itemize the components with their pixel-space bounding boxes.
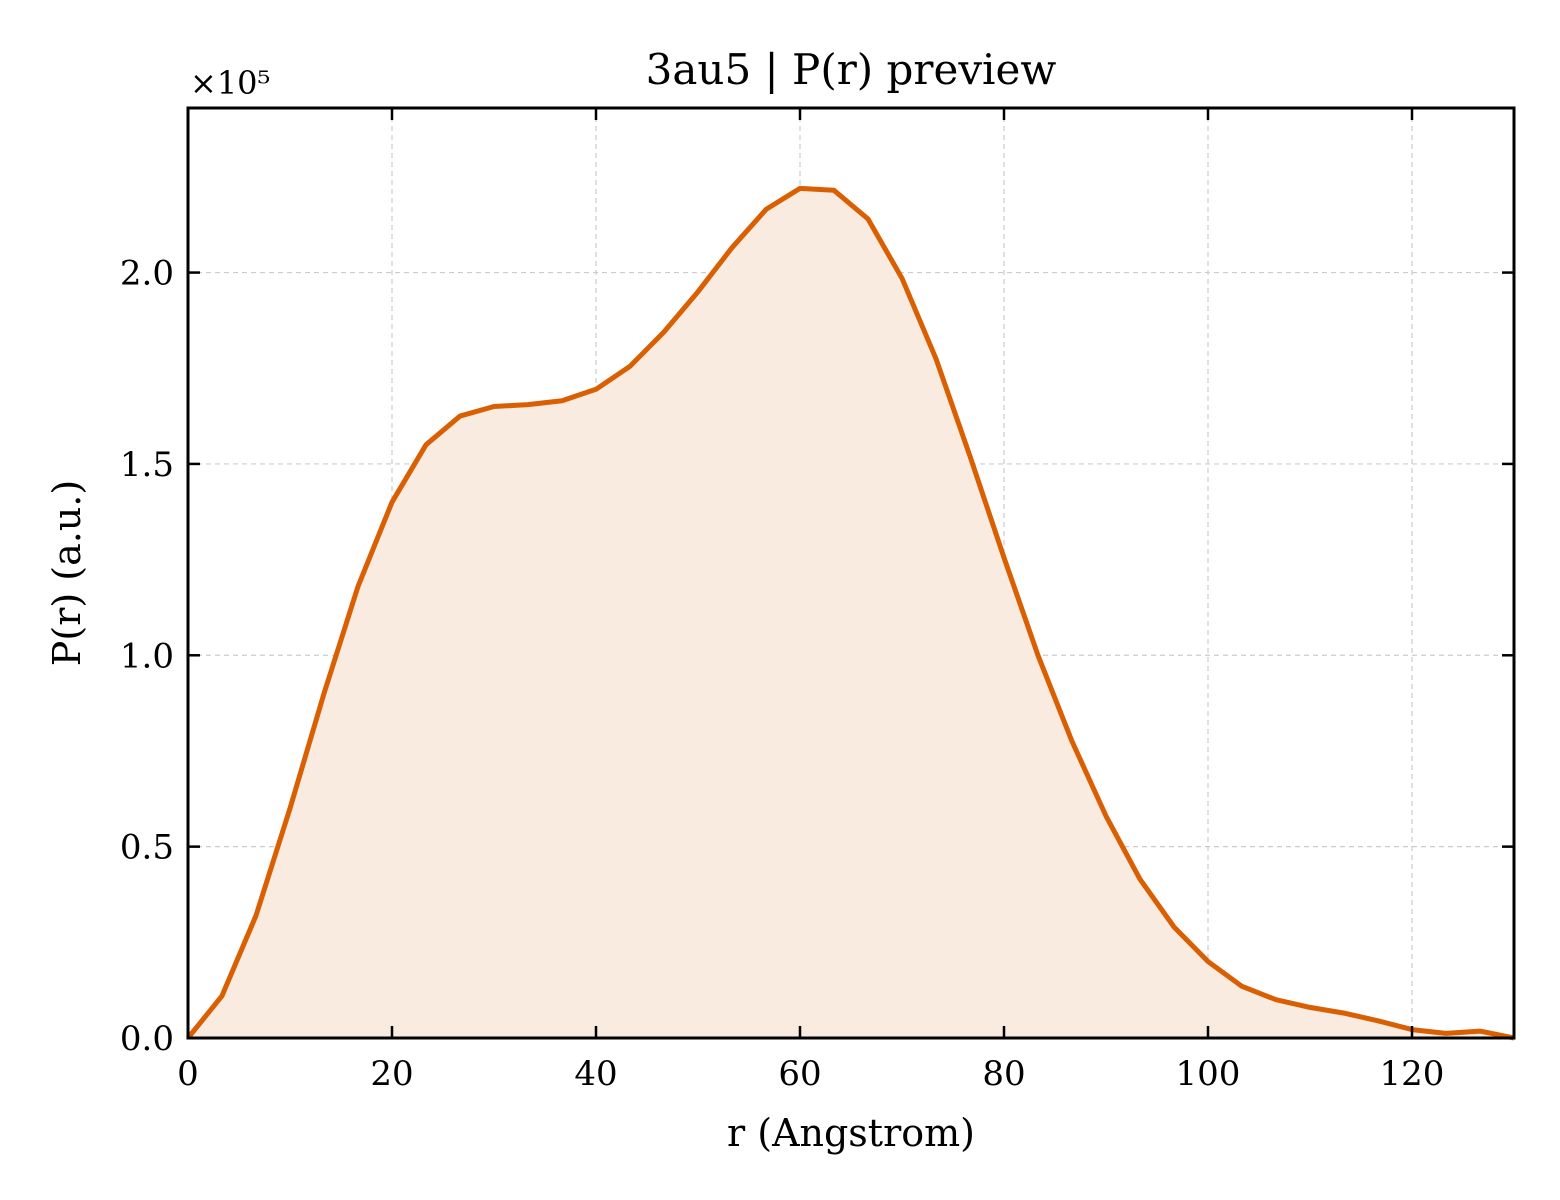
data-point	[390, 500, 395, 505]
pr-area-fill	[188, 188, 1514, 1038]
data-point	[1035, 653, 1040, 658]
x-tick-label: 60	[778, 1054, 821, 1094]
y-tick-label: 0.5	[120, 828, 174, 868]
x-tick-label: 40	[574, 1054, 617, 1094]
data-point	[1002, 555, 1007, 560]
data-point	[560, 398, 565, 403]
axis-ticks: 0 20 40 60 80 100 120 0.0 0.5 1.0 1.5 2.0	[120, 108, 1514, 1094]
x-tick-label: 0	[177, 1054, 199, 1094]
y-tick-label: 1.5	[120, 445, 174, 485]
y-tick-label: 2.0	[120, 254, 174, 294]
data-point	[933, 356, 938, 361]
x-tick-label: 100	[1176, 1054, 1241, 1094]
data-point	[458, 414, 463, 419]
data-point	[696, 289, 701, 294]
x-tick-label: 120	[1380, 1054, 1445, 1094]
data-point	[1104, 814, 1109, 819]
data-point	[356, 584, 361, 589]
chart-title: 3au5 | P(r) preview	[646, 45, 1057, 94]
x-tick-label: 20	[370, 1054, 413, 1094]
data-point	[866, 216, 871, 221]
data-point	[1341, 1011, 1346, 1016]
x-axis-label: r (Angstrom)	[727, 1111, 975, 1155]
data-point	[831, 188, 836, 193]
data-point	[968, 454, 973, 459]
plot-frame	[186, 106, 1516, 1040]
y-axis-multiplier: ×10⁵	[190, 64, 270, 102]
data-point	[627, 364, 632, 369]
data-point	[254, 913, 259, 918]
y-tick-label: 1.0	[120, 636, 174, 676]
data-point	[594, 387, 599, 392]
data-point	[423, 442, 428, 447]
data-point	[798, 186, 803, 191]
data-point	[1274, 997, 1279, 1002]
data-point	[1478, 1029, 1483, 1034]
data-point	[1137, 877, 1142, 882]
data-point	[1239, 984, 1244, 989]
data-point	[1443, 1031, 1448, 1036]
y-tick-label: 0.0	[120, 1019, 174, 1059]
data-point	[729, 245, 734, 250]
data-point	[662, 329, 667, 334]
data-point	[1308, 1005, 1313, 1010]
data-point	[764, 207, 769, 212]
data-point	[492, 404, 497, 409]
data-point	[900, 276, 905, 281]
data-point	[288, 806, 293, 811]
data-point	[1376, 1018, 1381, 1023]
data-point	[1172, 925, 1177, 930]
data-point	[219, 993, 224, 998]
pr-series-line	[186, 185, 1515, 1041]
x-tick-label: 80	[982, 1054, 1025, 1094]
data-point	[1070, 739, 1075, 744]
y-axis-label: P(r) (a.u.)	[45, 480, 89, 666]
data-point	[525, 402, 530, 407]
data-point	[1206, 959, 1211, 964]
data-point	[321, 691, 326, 696]
